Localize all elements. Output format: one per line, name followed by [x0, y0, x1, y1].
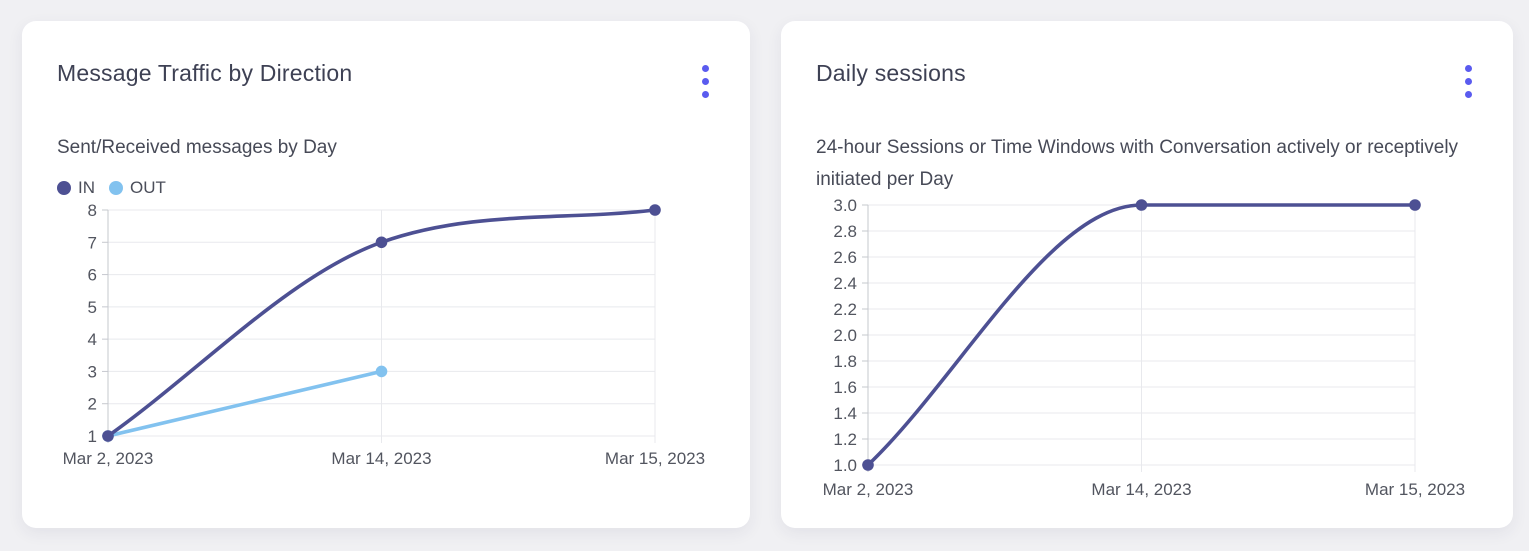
svg-text:1.2: 1.2: [833, 430, 857, 449]
kebab-menu-icon[interactable]: [696, 61, 715, 102]
svg-text:1.4: 1.4: [833, 404, 857, 423]
line-chart-daily-sessions: 3.0 2.8 2.6 2.4 2.2 2.0 1.8 1.6 1.4 1.2 1.0 Mar 2, …: [823, 196, 1465, 499]
svg-text:1.6: 1.6: [833, 378, 857, 397]
svg-text:2.8: 2.8: [833, 222, 857, 241]
card-header: Message Traffic by Direction: [57, 59, 715, 102]
svg-text:Mar 15, 2023: Mar 15, 2023: [1365, 480, 1465, 499]
svg-text:Mar 14, 2023: Mar 14, 2023: [331, 449, 431, 468]
svg-text:3.0: 3.0: [833, 196, 857, 215]
legend-item-in: IN: [57, 178, 95, 198]
svg-text:2.2: 2.2: [833, 300, 857, 319]
svg-text:Mar 15, 2023: Mar 15, 2023: [605, 449, 705, 468]
card-subtitle: 24-hour Sessions or Time Windows with Co…: [816, 137, 1459, 190]
card-message-traffic: Message Traffic by Direction Sent/Receiv…: [22, 21, 750, 528]
svg-text:6: 6: [88, 266, 97, 285]
svg-text:2.4: 2.4: [833, 274, 857, 293]
svg-text:Mar 2, 2023: Mar 2, 2023: [63, 449, 154, 468]
svg-text:1: 1: [88, 427, 97, 446]
kebab-menu-icon[interactable]: [1459, 61, 1478, 102]
card-title: Daily sessions: [816, 60, 966, 86]
svg-text:1.8: 1.8: [833, 352, 857, 371]
svg-text:2: 2: [88, 395, 97, 414]
svg-text:7: 7: [88, 233, 97, 252]
svg-text:3: 3: [88, 362, 97, 381]
svg-text:1.0: 1.0: [833, 456, 857, 475]
legend-dot-icon: [57, 181, 71, 195]
svg-text:Mar 2, 2023: Mar 2, 2023: [823, 480, 914, 499]
svg-text:5: 5: [88, 298, 97, 317]
card-daily-sessions: Daily sessions 24-hour Sessions or Time …: [781, 21, 1513, 528]
line-chart-message-traffic: 8 7 6 5 4 3 2 1 Mar 2, 2023 Mar 14, 2023 Mar 15, 2…: [63, 201, 705, 468]
svg-text:Mar 14, 2023: Mar 14, 2023: [1091, 480, 1191, 499]
svg-text:2.0: 2.0: [833, 326, 857, 345]
legend-label: OUT: [130, 178, 166, 197]
chart-legend: IN OUT: [57, 178, 715, 198]
card-header: Daily sessions: [816, 59, 1478, 102]
card-subtitle: Sent/Received messages by Day: [57, 137, 337, 158]
legend-item-out: OUT: [109, 178, 166, 198]
svg-text:2.6: 2.6: [833, 248, 857, 267]
svg-text:8: 8: [88, 201, 97, 220]
card-title: Message Traffic by Direction: [57, 60, 353, 86]
svg-text:4: 4: [88, 330, 97, 349]
legend-dot-icon: [109, 181, 123, 195]
legend-label: IN: [78, 178, 95, 197]
